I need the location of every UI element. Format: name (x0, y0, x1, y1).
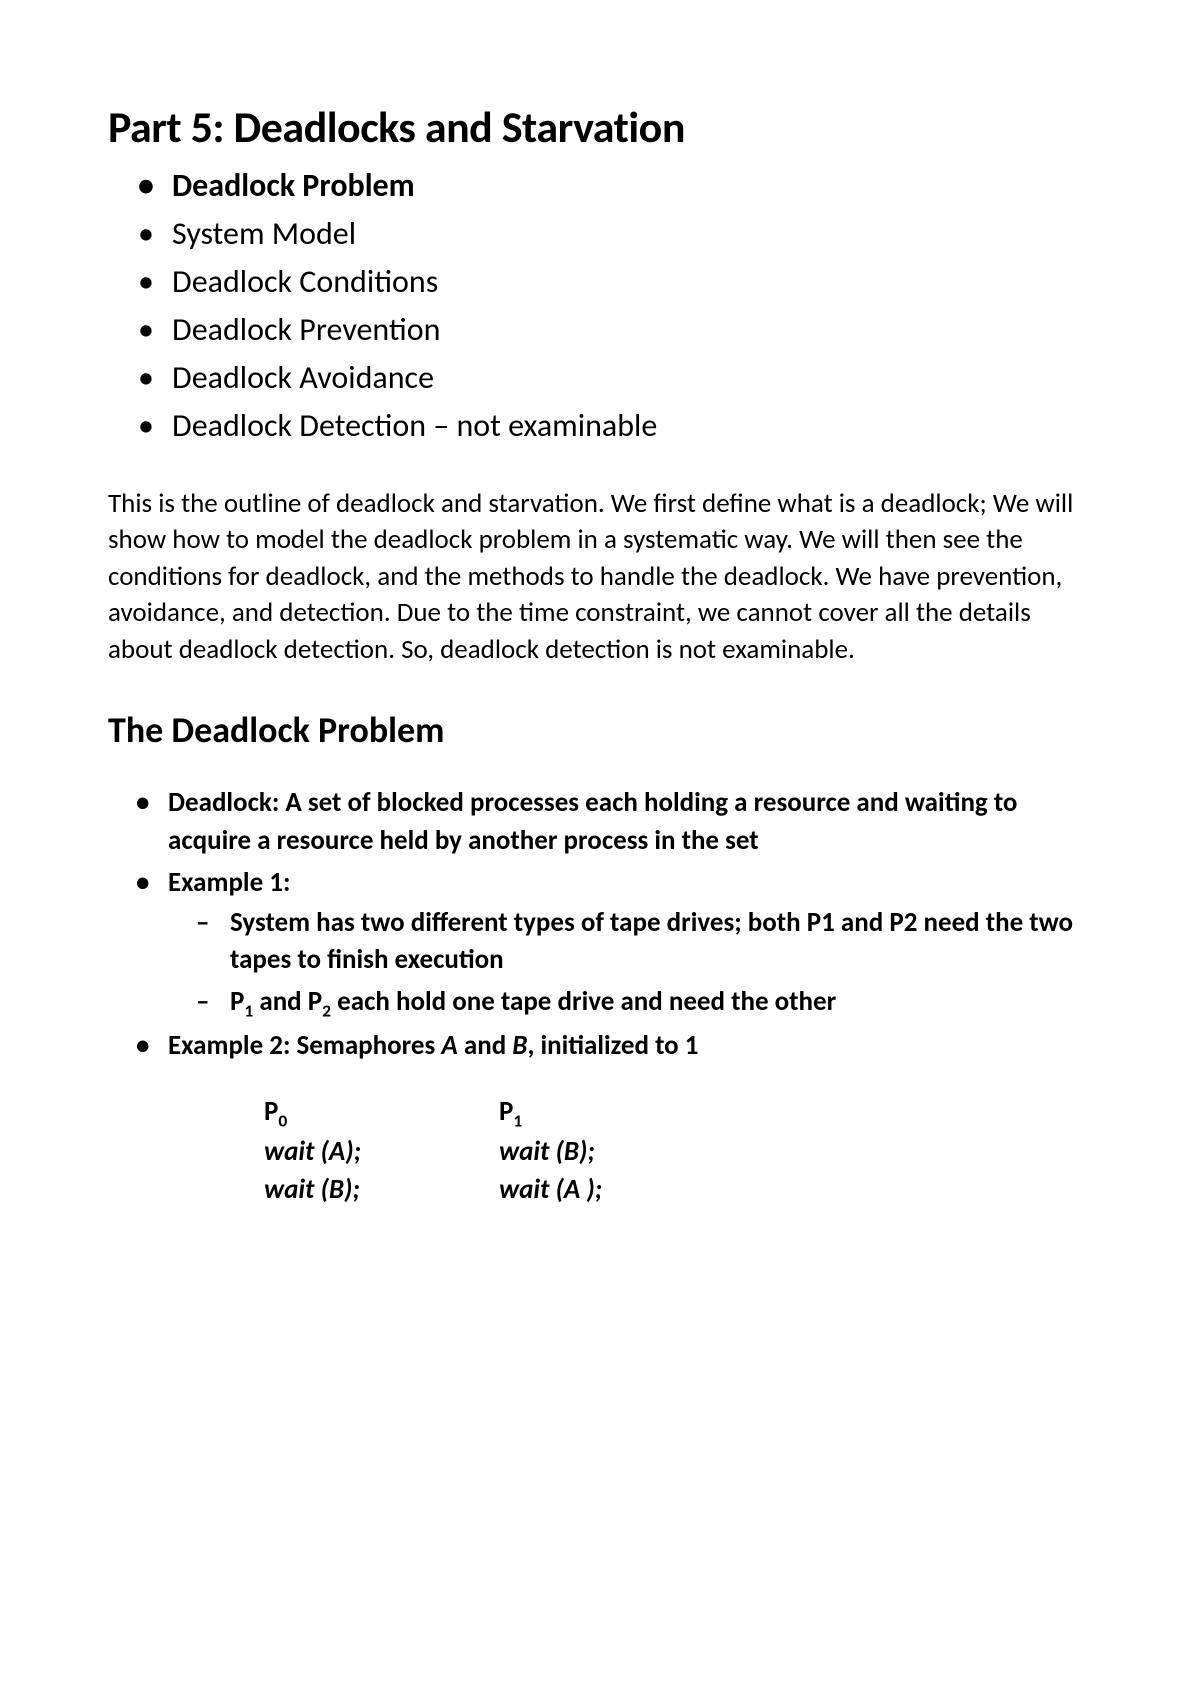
text-fragment: and P (253, 985, 322, 1018)
example1-label: Example 1: (168, 866, 290, 899)
outline-item: Deadlock Conditions (172, 258, 1092, 306)
definition-item: Deadlock: A set of blocked processes eac… (168, 784, 1092, 860)
section-heading: The Deadlock Problem (108, 708, 1092, 752)
example1-sub-item: System has two different types of tape d… (230, 904, 1092, 980)
example1-sub-item: P1 and P2 each hold one tape drive and n… (230, 983, 1092, 1023)
subscript: 2 (322, 1000, 331, 1022)
code-args: (A ); (549, 1173, 602, 1206)
code-row: wait (A); wait (B); (264, 1133, 1092, 1171)
code-cell: wait (A); (264, 1133, 499, 1171)
text-fragment: Example 2: Semaphores (168, 1029, 441, 1062)
text-fragment: P (499, 1095, 513, 1128)
wait-keyword: wait (499, 1173, 549, 1206)
subscript: 0 (278, 1109, 287, 1131)
code-row: wait (B); wait (A ); (264, 1171, 1092, 1209)
text-fragment-italic: A (441, 1029, 457, 1062)
text-fragment: , initialized to 1 (527, 1029, 698, 1062)
wait-keyword: wait (264, 1173, 314, 1206)
text-fragment: P (264, 1095, 278, 1128)
outline-item: System Model (172, 210, 1092, 258)
subscript: 1 (513, 1109, 522, 1131)
problem-list: Deadlock: A set of blocked processes eac… (108, 784, 1092, 1065)
outline-list: Deadlock Problem System Model Deadlock C… (108, 162, 1092, 450)
code-header-p1: P1 (499, 1093, 734, 1133)
text-fragment: each hold one tape drive and need the ot… (331, 985, 836, 1018)
outline-item: Deadlock Detection – not examinable (172, 402, 1092, 450)
wait-keyword: wait (499, 1135, 549, 1168)
code-cell: wait (B); (264, 1171, 499, 1209)
wait-keyword: wait (264, 1135, 314, 1168)
code-args: (A); (314, 1135, 361, 1168)
code-args: (B); (549, 1135, 595, 1168)
page-title: Part 5: Deadlocks and Starvation (108, 100, 1092, 154)
text-fragment: P (230, 985, 244, 1018)
code-args: (B); (314, 1173, 360, 1206)
code-header-p0: P0 (264, 1093, 499, 1133)
subscript: 1 (244, 1000, 253, 1022)
outline-item: Deadlock Problem (172, 162, 1092, 210)
text-fragment: and (458, 1029, 513, 1062)
example1-item: Example 1: System has two different type… (168, 864, 1092, 1023)
intro-paragraph: This is the outline of deadlock and star… (108, 486, 1092, 668)
outline-item: Deadlock Avoidance (172, 354, 1092, 402)
code-cell: wait (B); (499, 1133, 734, 1171)
outline-item: Deadlock Prevention (172, 306, 1092, 354)
code-header-row: P0 P1 (264, 1093, 1092, 1133)
code-cell: wait (A ); (499, 1171, 734, 1209)
example2-item: Example 2: Semaphores A and B, initializ… (168, 1027, 1092, 1065)
example1-sublist: System has two different types of tape d… (168, 904, 1092, 1024)
code-block: P0 P1 wait (A); wait (B); wait (B); wait… (108, 1093, 1092, 1209)
text-fragment-italic: B (512, 1029, 527, 1062)
